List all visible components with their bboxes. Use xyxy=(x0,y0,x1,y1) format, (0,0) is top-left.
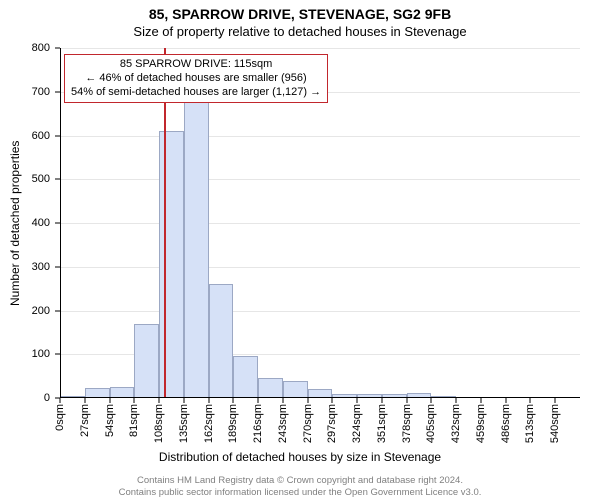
page-subtitle: Size of property relative to detached ho… xyxy=(0,24,600,39)
histogram-bar xyxy=(184,98,209,398)
histogram-bar xyxy=(134,324,159,398)
x-tick-label: 81sqm xyxy=(128,398,140,437)
legend-line-3: 54% of semi-detached houses are larger (… xyxy=(71,86,321,100)
x-tick-label: 405sqm xyxy=(425,398,437,443)
x-tick-label: 459sqm xyxy=(475,398,487,443)
x-tick-label: 27sqm xyxy=(79,398,91,437)
y-tick-label: 800 xyxy=(32,42,60,54)
x-tick-label: 216sqm xyxy=(252,398,264,443)
y-tick-label: 500 xyxy=(32,173,60,185)
y-tick-label: 200 xyxy=(32,305,60,317)
x-tick-label: 540sqm xyxy=(549,398,561,443)
x-tick-label: 243sqm xyxy=(277,398,289,443)
histogram-bar xyxy=(283,381,308,399)
x-tick-label: 324sqm xyxy=(351,398,363,443)
x-tick-label: 0sqm xyxy=(54,398,66,431)
x-tick-label: 513sqm xyxy=(524,398,536,443)
page-title: 85, SPARROW DRIVE, STEVENAGE, SG2 9FB xyxy=(0,0,600,22)
histogram-bar xyxy=(258,378,283,398)
x-tick-label: 108sqm xyxy=(153,398,165,443)
histogram-bar xyxy=(233,356,258,398)
x-tick-label: 189sqm xyxy=(227,398,239,443)
x-tick-label: 54sqm xyxy=(104,398,116,437)
legend-box: 85 SPARROW DRIVE: 115sqm ← 46% of detach… xyxy=(64,54,328,103)
x-tick-label: 351sqm xyxy=(376,398,388,443)
x-tick-label: 486sqm xyxy=(500,398,512,443)
legend-line-1: 85 SPARROW DRIVE: 115sqm xyxy=(71,58,321,72)
y-axis-label: Number of detached properties xyxy=(8,140,22,305)
plot-area: 0100200300400500600700800 0sqm27sqm54sqm… xyxy=(60,48,580,398)
x-tick-label: 162sqm xyxy=(203,398,215,443)
x-tick-label: 270sqm xyxy=(302,398,314,443)
x-axis-label: Distribution of detached houses by size … xyxy=(0,450,600,464)
x-tick-label: 297sqm xyxy=(326,398,338,443)
x-tick-label: 135sqm xyxy=(178,398,190,443)
chart-container: 85, SPARROW DRIVE, STEVENAGE, SG2 9FB Si… xyxy=(0,0,600,500)
histogram-bar xyxy=(159,131,184,398)
histogram-bar xyxy=(209,284,234,398)
x-tick-label: 432sqm xyxy=(450,398,462,443)
y-tick-label: 700 xyxy=(32,86,60,98)
footer-line-1: Contains HM Land Registry data © Crown c… xyxy=(0,475,600,486)
footer-line-2: Contains public sector information licen… xyxy=(0,487,600,498)
legend-line-2: ← 46% of detached houses are smaller (95… xyxy=(71,72,321,86)
x-tick-label: 378sqm xyxy=(401,398,413,443)
y-tick-label: 400 xyxy=(32,217,60,229)
y-tick-label: 600 xyxy=(32,130,60,142)
y-tick-label: 300 xyxy=(32,261,60,273)
y-tick-label: 100 xyxy=(32,348,60,360)
y-axis xyxy=(60,48,61,398)
footer: Contains HM Land Registry data © Crown c… xyxy=(0,475,600,498)
